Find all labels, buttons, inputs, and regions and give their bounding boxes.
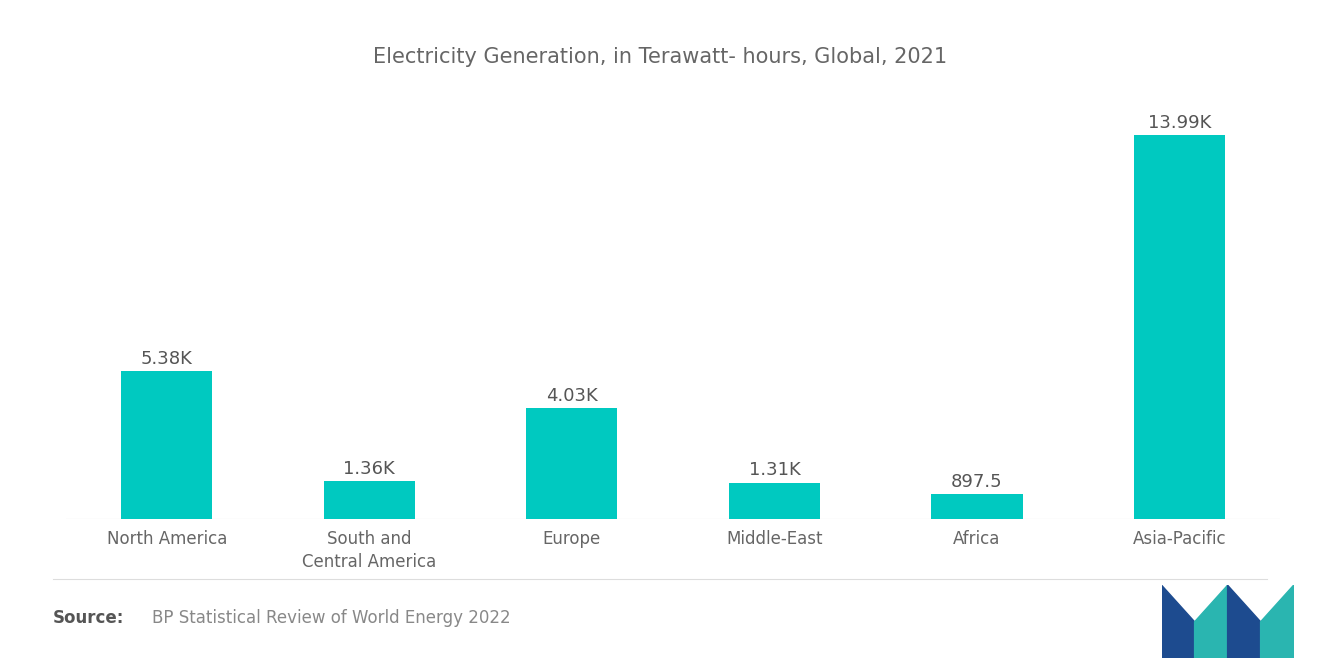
Text: 5.38K: 5.38K [141,350,193,368]
Polygon shape [1261,585,1294,658]
Text: 1.31K: 1.31K [748,462,800,479]
Polygon shape [1162,585,1195,658]
Text: 1.36K: 1.36K [343,460,395,478]
Text: Source:: Source: [53,609,124,628]
Bar [729,483,820,519]
Bar [932,494,1023,519]
Bar [1134,135,1225,519]
Polygon shape [1195,585,1228,658]
Text: BP Statistical Review of World Energy 2022: BP Statistical Review of World Energy 20… [152,609,511,628]
Text: Electricity Generation, in Terawatt- hours, Global, 2021: Electricity Generation, in Terawatt- hou… [374,47,946,66]
Text: 4.03K: 4.03K [546,387,598,405]
Polygon shape [1228,585,1261,658]
Bar [527,408,618,519]
Text: 897.5: 897.5 [952,473,1003,491]
Bar [323,481,414,519]
Bar [121,371,213,519]
Text: 13.99K: 13.99K [1148,114,1212,132]
